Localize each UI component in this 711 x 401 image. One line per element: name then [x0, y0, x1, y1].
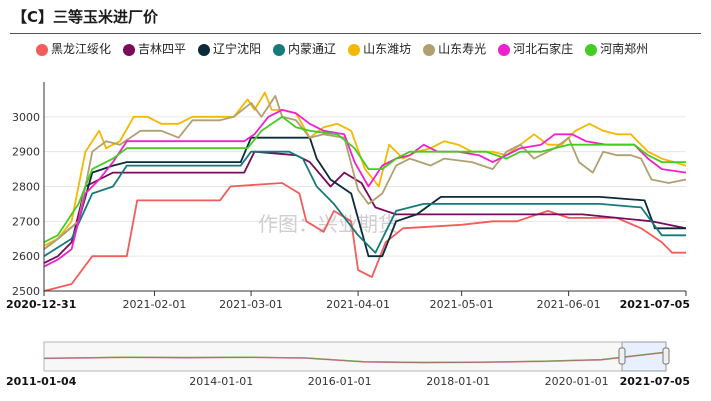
legend-marker: [498, 43, 511, 56]
legend-marker: [273, 43, 286, 56]
x-tick-label: 2021-03-01: [219, 298, 283, 311]
x-tick-label: 2021-07-05: [620, 298, 690, 311]
legend-label: 河南郑州: [600, 42, 649, 56]
legend-marker: [123, 43, 136, 56]
legend-label: 内蒙通辽: [288, 42, 337, 56]
x-tick-label: 2020-12-31: [6, 298, 76, 311]
y-tick-label: 2700: [12, 215, 40, 228]
legend-label: 河北石家庄: [513, 42, 574, 56]
axes: 2500 2600 2700 2800 2900 3000 2020-12-31 2021-0…: [6, 82, 690, 311]
legend-item[interactable]: 河南郑州: [585, 40, 648, 59]
chart-title: 【C】三等玉米进厂价: [12, 8, 159, 26]
legend-marker: [36, 43, 48, 56]
legend-item[interactable]: 吉林四平: [123, 40, 186, 59]
series-line: [43, 109, 687, 268]
legend-item[interactable]: 山东寿光: [423, 40, 486, 59]
legend-label: 山东潍坊: [363, 42, 412, 56]
y-tick-label: 2600: [12, 250, 40, 263]
legend-item[interactable]: 内蒙通辽: [273, 40, 336, 59]
legend-item[interactable]: 山东潍坊: [348, 40, 411, 59]
legend: 黑龙江绥化 吉林四平 辽宁沈阳 内蒙通辽 山东潍坊 山东寿光 河北石家庄 河南郑州: [36, 40, 706, 62]
legend-item[interactable]: 黑龙江绥化: [36, 40, 111, 59]
legend-marker: [348, 43, 361, 56]
series-line: [43, 150, 686, 257]
legend-label: 山东寿光: [438, 42, 487, 56]
title-divider: [10, 33, 701, 34]
series-line: [43, 95, 687, 250]
legend-marker: [585, 43, 598, 56]
y-tick-label: 2900: [12, 146, 40, 159]
legend-label: 黑龙江绥化: [51, 42, 112, 56]
y-tick-label: 3000: [12, 111, 40, 124]
x-tick-label: 2021-06-01: [537, 298, 601, 311]
x-tick-label: 2021-05-01: [430, 298, 494, 311]
legend-item[interactable]: 辽宁沈阳: [198, 40, 261, 59]
series-lines: [43, 91, 687, 292]
legend-label: 辽宁沈阳: [213, 42, 262, 56]
legend-marker: [423, 43, 436, 56]
series-line: [43, 182, 686, 292]
series-line: [43, 136, 686, 258]
y-tick-label: 2800: [12, 181, 40, 194]
x-tick-label: 2021-02-01: [122, 298, 186, 311]
y-tick-label: 2500: [12, 285, 40, 298]
legend-item[interactable]: 河北石家庄: [498, 40, 573, 59]
series-line: [43, 115, 686, 244]
x-tick-label: 2021-04-01: [326, 298, 390, 311]
legend-marker: [198, 43, 211, 56]
legend-label: 吉林四平: [138, 42, 187, 56]
